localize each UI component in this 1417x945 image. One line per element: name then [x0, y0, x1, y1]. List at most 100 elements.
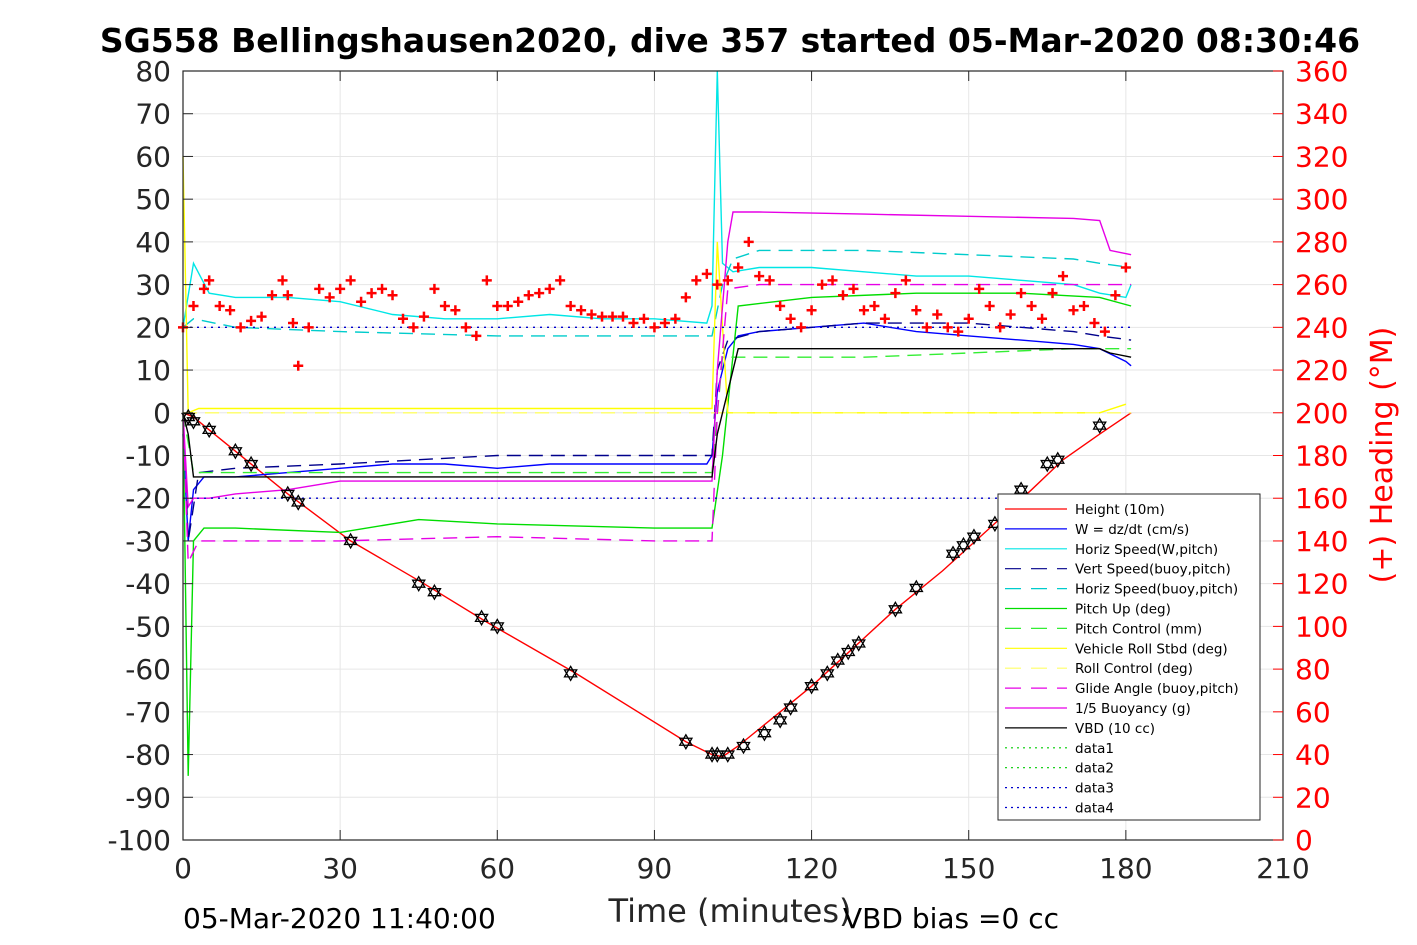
tick-label-y: -70: [125, 696, 171, 729]
heading-point: [1068, 305, 1079, 316]
heading-point: [659, 318, 670, 329]
heading-point: [1047, 288, 1058, 299]
depth-marker-down: [243, 459, 259, 473]
footer-vbd-bias: VBD bias =0 cc: [843, 902, 1059, 935]
depth-marker-up: [243, 455, 259, 469]
heading-point: [523, 290, 534, 301]
heading-point: [256, 311, 267, 322]
heading-point: [1026, 300, 1037, 311]
depth-marker-up: [909, 579, 924, 593]
depth-marker: [720, 746, 735, 763]
tick-label-y-right: 200: [1295, 397, 1348, 430]
depth-marker: [411, 575, 426, 592]
tick-label-x: 150: [942, 852, 995, 885]
tick-label-y-right: 360: [1295, 55, 1348, 88]
depth-marker: [563, 665, 578, 682]
heading-point: [293, 360, 304, 371]
tick-label-y: -100: [107, 824, 171, 857]
depth-marker-down: [1092, 421, 1107, 434]
tick-label-y: -80: [125, 739, 171, 772]
depth-marker-down: [720, 750, 735, 763]
tick-label-y: 10: [135, 354, 171, 387]
depth-marker-up: [736, 737, 751, 751]
depth-marker-down: [280, 489, 295, 503]
depth-marker-up: [186, 413, 201, 426]
y-axis-right-label: (+) Heading (°M): [1365, 327, 1400, 584]
depth-marker-down: [956, 541, 971, 554]
tick-labels: 0 30 60 90 120 150 180 21080706050403020100-10-…: [107, 55, 1348, 885]
heading-point: [785, 313, 796, 324]
heading-point: [1078, 300, 1089, 311]
series-line-11: [182, 348, 1132, 478]
depth-marker-down: [830, 656, 845, 669]
heading-point: [932, 309, 943, 320]
depth-marker-down: [783, 703, 798, 716]
depth-marker-up: [830, 652, 845, 665]
tick-label-y: -30: [125, 525, 171, 558]
heading-point: [953, 326, 964, 337]
heading-point: [544, 283, 555, 294]
heading-point: [377, 283, 388, 294]
tick-label-y-right: 260: [1295, 269, 1348, 302]
heading-point: [1120, 262, 1131, 273]
legend-label-7: Vehicle Roll Stbd (deg): [1075, 641, 1228, 657]
depth-marker-up: [804, 677, 819, 691]
heading-point: [534, 288, 545, 299]
tick-label-y-right: 0: [1295, 824, 1313, 857]
tick-label-y: -10: [125, 440, 171, 473]
depth-marker-down: [888, 605, 903, 618]
heading-point: [775, 300, 786, 311]
heading-point: [481, 275, 492, 286]
depth-marker: [736, 737, 751, 755]
heading-point: [827, 275, 838, 286]
legend-label-11: VBD (10 cc): [1075, 721, 1155, 737]
heading-point: [722, 275, 733, 286]
depth-marker-up: [945, 545, 961, 558]
depth-marker-down: [678, 737, 694, 751]
heading-point: [1037, 313, 1048, 324]
depth-marker: [280, 485, 295, 503]
depth-marker-up: [841, 643, 856, 657]
depth-marker-up: [710, 746, 725, 759]
depth-marker: [772, 712, 788, 729]
tick-label-y-right: 40: [1295, 739, 1331, 772]
heading-point: [879, 313, 890, 324]
depth-marker-up: [772, 712, 788, 725]
depth-marker: [888, 601, 903, 618]
legend-label-1: W = dz/dt (cm/s): [1075, 522, 1189, 538]
depth-marker: [851, 635, 866, 652]
depth-marker: [243, 455, 259, 473]
heading-point: [565, 300, 576, 311]
heading-point: [418, 311, 429, 322]
depth-marker: [841, 643, 856, 661]
tick-label-y: 30: [135, 269, 171, 302]
heading-point: [838, 290, 848, 301]
depth-marker-up: [783, 699, 798, 712]
tick-label-x: 30: [322, 852, 358, 885]
depth-marker-down: [490, 622, 505, 635]
heading-point: [858, 305, 869, 316]
heading-point: [618, 311, 628, 322]
heading-point: [942, 322, 953, 333]
heading-point: [314, 283, 325, 294]
depth-marker: [427, 583, 442, 601]
depth-marker-up: [1092, 417, 1107, 430]
heading-point: [911, 305, 922, 316]
depth-marker-down: [710, 750, 725, 763]
depth-marker: [909, 579, 924, 597]
depth-marker: [1092, 417, 1107, 434]
heading-point: [995, 322, 1006, 333]
x-axis-label: Time (minutes): [608, 892, 852, 930]
heading-point: [502, 300, 513, 311]
heading-point: [806, 305, 817, 316]
tick-label-y-right: 320: [1295, 140, 1348, 173]
depth-marker-down: [851, 639, 866, 652]
depth-marker: [291, 494, 306, 511]
depth-marker: [1050, 451, 1065, 469]
legend-label-12: data1: [1075, 741, 1114, 757]
heading-point: [900, 275, 911, 286]
depth-marker-up: [228, 442, 243, 456]
depth-marker: [678, 733, 694, 751]
depth-marker: [757, 724, 772, 742]
depth-marker-down: [1050, 455, 1065, 469]
